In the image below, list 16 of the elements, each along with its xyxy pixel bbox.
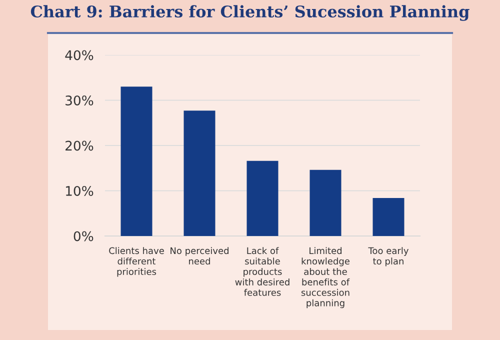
x-tick-label: Too early to plan [368, 247, 409, 266]
bar [120, 86, 152, 236]
x-tick-label: Lack of suitable products with desired features [235, 247, 290, 296]
y-tick-label: 40% [65, 50, 94, 60]
bar [184, 110, 216, 236]
y-tick-label: 20% [66, 140, 94, 151]
x-tick-label: Clients have different priorities [109, 247, 164, 277]
y-tick-label: 30% [66, 95, 94, 106]
bar [246, 160, 278, 236]
x-tick-label: Limited knowledge about the benefits of succession planning [301, 247, 350, 308]
y-tick-label: 10% [66, 186, 94, 196]
chart-title: Chart 9: Barriers for Clients’ Sucession Planning [30, 5, 470, 21]
bar [310, 170, 342, 236]
bar [372, 198, 404, 236]
y-tick-label: 0% [74, 231, 94, 242]
x-tick-label: No perceived need [170, 247, 228, 265]
